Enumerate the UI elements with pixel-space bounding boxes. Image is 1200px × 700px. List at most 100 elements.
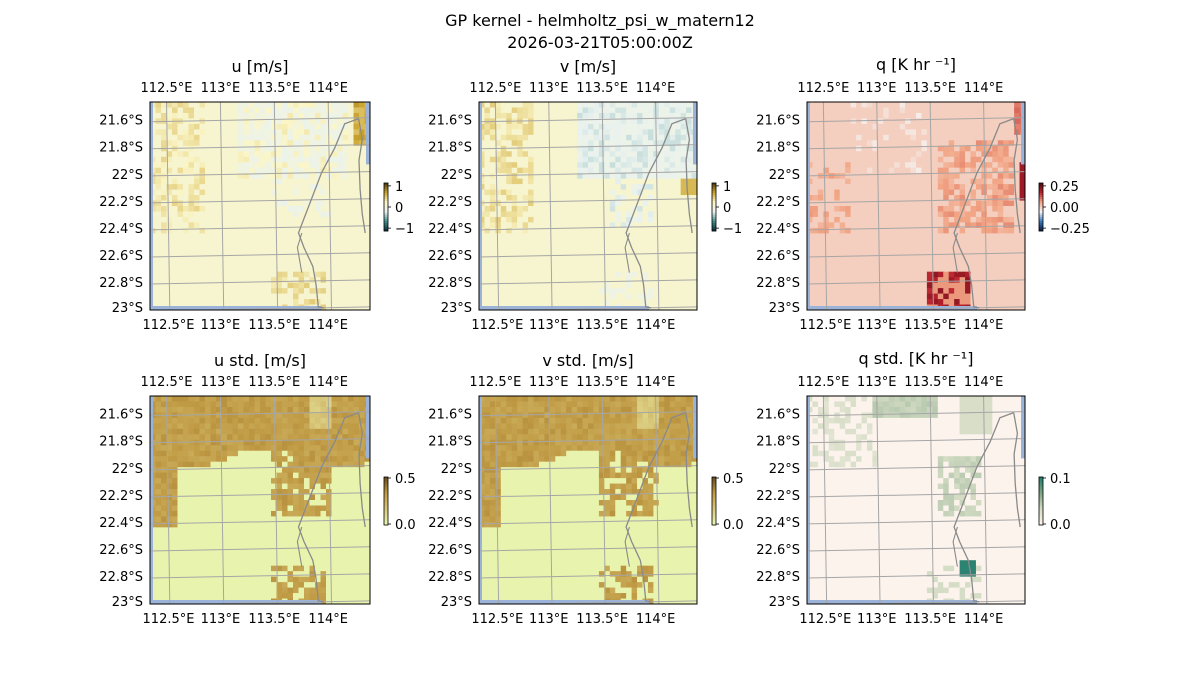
heatmap-cell	[894, 156, 901, 163]
heatmap-cell	[555, 129, 562, 136]
heatmap-cell	[637, 162, 643, 169]
heatmap-cell	[544, 266, 551, 273]
heatmap-cell	[839, 277, 846, 284]
heatmap-cell	[254, 102, 261, 108]
heatmap-cell	[260, 249, 266, 256]
heatmap-cell	[309, 233, 316, 240]
heatmap-cell	[637, 184, 643, 190]
heatmap-cell	[856, 271, 862, 278]
heatmap-cell	[916, 140, 922, 147]
heatmap-cell	[566, 156, 573, 163]
heatmap-cell	[210, 140, 217, 147]
heatmap-cell	[304, 178, 310, 185]
heatmap-cell	[331, 222, 338, 229]
heatmap-cell	[337, 249, 343, 256]
heatmap-cell	[155, 260, 162, 267]
heatmap-cell	[566, 288, 573, 294]
heatmap-cell	[155, 222, 162, 229]
heatmap-cell	[538, 189, 545, 196]
heatmap-cell	[271, 222, 277, 229]
heatmap-cell	[205, 118, 211, 125]
heatmap-cell	[506, 299, 513, 305]
heatmap-cell	[353, 293, 360, 300]
heatmap-cell	[948, 107, 955, 114]
heatmap-cell	[839, 102, 846, 108]
heatmap-cell	[691, 195, 697, 201]
heatmap-cell	[506, 167, 513, 174]
heatmap-cell	[664, 249, 671, 256]
heatmap-cell	[883, 266, 890, 273]
heatmap-cell	[817, 162, 824, 169]
heatmap-cell	[337, 233, 343, 240]
heatmap-cell	[326, 282, 332, 289]
heatmap-cell	[533, 184, 540, 190]
heatmap-cell	[210, 293, 217, 300]
heatmap-cell	[342, 206, 349, 212]
heatmap-cell	[582, 118, 589, 125]
graticule-lat	[150, 252, 370, 258]
heatmap-cell	[921, 112, 928, 119]
heatmap-cell	[850, 216, 857, 223]
heatmap-cell	[331, 167, 338, 174]
heatmap-cell	[309, 282, 316, 289]
heatmap-cell	[834, 178, 841, 185]
heatmap-cell	[620, 271, 627, 278]
heatmap-cell	[883, 227, 890, 234]
heatmap-cell	[522, 129, 529, 136]
heatmap-cell	[948, 167, 955, 174]
heatmap-cell	[238, 178, 244, 185]
heatmap-cell	[588, 227, 594, 234]
heatmap-cell	[598, 195, 605, 201]
heatmap-cell	[331, 406, 338, 413]
heatmap-cell	[166, 173, 173, 180]
heatmap-cell	[155, 216, 162, 223]
heatmap-cell	[260, 162, 266, 169]
heatmap-cell	[326, 293, 332, 300]
heatmap-cell	[571, 255, 578, 262]
heatmap-cell	[155, 162, 162, 169]
heatmap-cell	[975, 123, 982, 130]
heatmap-cell	[287, 129, 294, 136]
heatmap-cell	[517, 206, 523, 212]
heatmap-cell	[243, 112, 250, 119]
heatmap-cell	[555, 244, 562, 251]
heatmap-cell	[899, 266, 906, 273]
heatmap-cell	[199, 216, 206, 223]
heatmap-cell	[817, 299, 824, 305]
heatmap-cell	[932, 134, 939, 141]
heatmap-cell	[364, 178, 370, 185]
heatmap-cell	[899, 184, 906, 190]
bottom-tick-label: 114°E	[964, 318, 1004, 333]
heatmap-cell	[680, 123, 687, 130]
heatmap-cell	[992, 184, 999, 190]
heatmap-cell	[210, 412, 217, 419]
heatmap-cell	[560, 227, 567, 234]
heatmap-cell	[877, 238, 884, 245]
heatmap-cell	[598, 184, 605, 190]
heatmap-cell	[609, 222, 616, 229]
heatmap-cell	[588, 112, 594, 119]
heatmap-cell	[888, 211, 895, 218]
heatmap-cell	[555, 134, 562, 141]
heatmap-cell	[856, 233, 862, 240]
heatmap-cell	[560, 173, 567, 180]
heatmap-cell	[304, 107, 310, 114]
heatmap-cell	[664, 123, 671, 130]
heatmap-cell	[680, 156, 687, 163]
heatmap-cell	[528, 195, 534, 201]
heatmap-cell	[331, 206, 338, 212]
heatmap-cell	[315, 417, 321, 424]
heatmap-cell	[533, 222, 540, 229]
heatmap-cell	[828, 107, 835, 114]
heatmap-cell	[631, 195, 638, 201]
heatmap-cell	[232, 401, 239, 408]
left-tick-label: 22.2°S	[428, 195, 472, 210]
heatmap-cell	[823, 129, 830, 136]
heatmap-cell	[932, 282, 939, 289]
heatmap-cell	[320, 156, 327, 163]
heatmap-cell	[609, 216, 616, 223]
heatmap-cell	[359, 178, 365, 185]
heatmap-cell	[199, 238, 206, 245]
heatmap-cell	[566, 249, 573, 256]
heatmap-cell	[309, 129, 316, 136]
